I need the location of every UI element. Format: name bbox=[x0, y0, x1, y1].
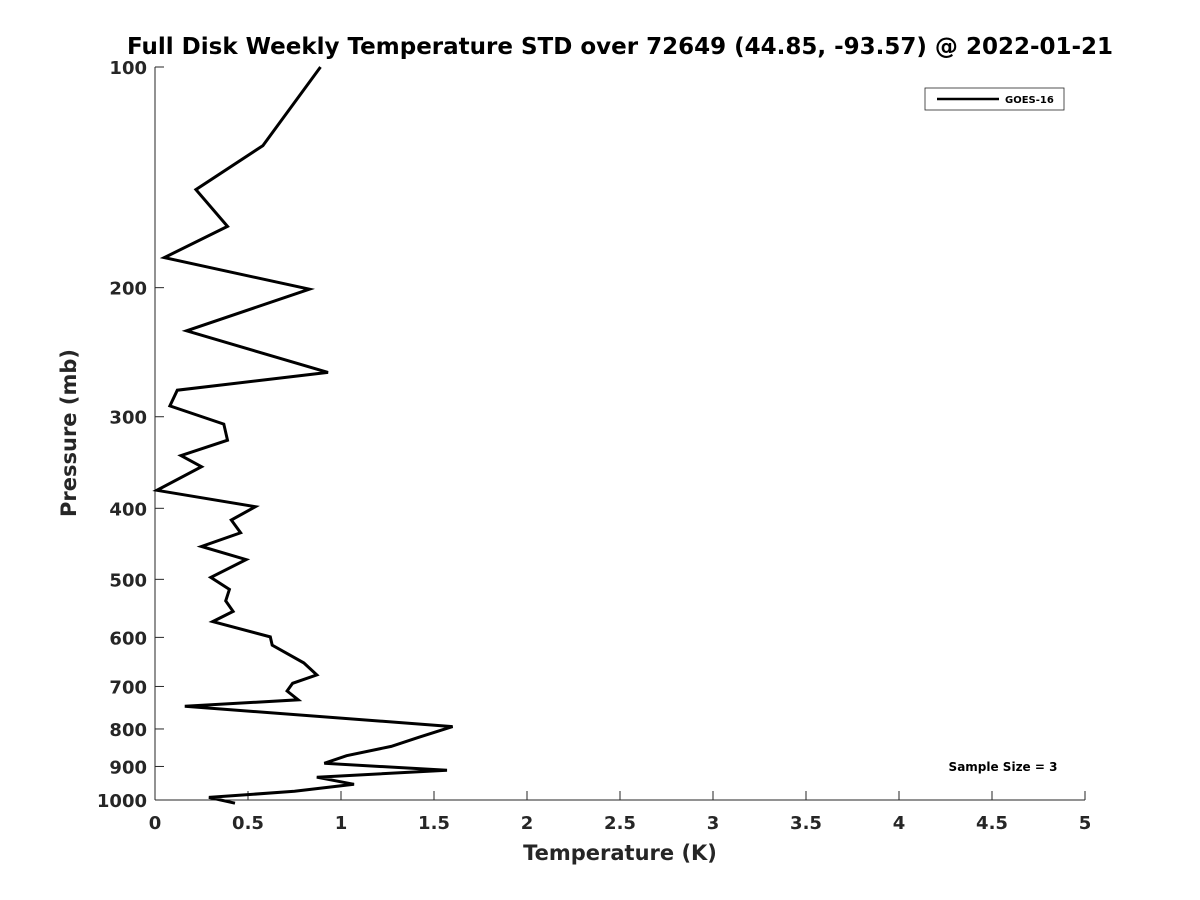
x-axis-label: Temperature (K) bbox=[523, 841, 717, 865]
x-tick-label: 1.5 bbox=[418, 813, 450, 834]
y-tick-label: 700 bbox=[109, 677, 147, 698]
y-tick-label: 400 bbox=[109, 499, 147, 520]
x-tick-label: 4 bbox=[893, 813, 906, 834]
y-tick-label: 300 bbox=[109, 408, 147, 429]
x-tick-label: 4.5 bbox=[976, 813, 1008, 834]
y-ticks: 100 200 300 400 500 600 700 800 900 1000 bbox=[97, 58, 164, 812]
legend: GOES-16 bbox=[924, 87, 1065, 111]
y-tick-label: 600 bbox=[109, 628, 147, 649]
x-ticks: 0 0.5 1 1.5 2 2.5 3 3.5 4 4.5 5 bbox=[149, 791, 1092, 834]
y-tick-label: 800 bbox=[109, 720, 147, 741]
x-tick-label: 3 bbox=[707, 813, 720, 834]
series-group bbox=[152, 66, 454, 805]
y-tick-label: 900 bbox=[109, 757, 147, 778]
x-tick-label: 2.5 bbox=[604, 813, 636, 834]
x-tick-label: 0.5 bbox=[232, 813, 264, 834]
plot-area bbox=[155, 67, 1085, 800]
y-tick-label: 200 bbox=[109, 279, 147, 300]
y-axis-label: Pressure (mb) bbox=[57, 349, 81, 517]
sample-size-annotation: Sample Size = 3 bbox=[949, 760, 1058, 774]
chart-title: Full Disk Weekly Temperature STD over 72… bbox=[127, 34, 1113, 60]
x-tick-label: 5 bbox=[1079, 813, 1092, 834]
x-tick-label: 3.5 bbox=[790, 813, 822, 834]
y-tick-label: 1000 bbox=[97, 791, 147, 812]
y-tick-label: 100 bbox=[109, 58, 147, 79]
legend-label: GOES-16 bbox=[1005, 95, 1054, 106]
x-tick-label: 1 bbox=[335, 813, 348, 834]
x-tick-label: 0 bbox=[149, 813, 162, 834]
x-tick-label: 2 bbox=[521, 813, 534, 834]
series-line-goes-16 bbox=[152, 66, 454, 805]
y-tick-label: 500 bbox=[109, 570, 147, 591]
